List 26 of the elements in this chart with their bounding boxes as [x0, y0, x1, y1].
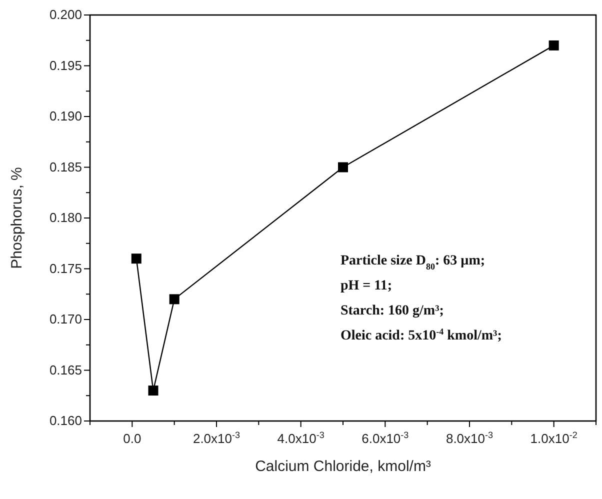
y-tick-label: 0.165 [49, 362, 82, 378]
x-tick-label: 8.0x10$^{-3}$ [446, 430, 494, 446]
point [148, 386, 158, 396]
point [548, 40, 559, 50]
annotation: Starch: 160 g/m³; [340, 304, 444, 319]
y-tick-label: 0.200 [49, 7, 82, 22]
y-axis-title: Phosphorus, % [8, 167, 26, 269]
point [169, 294, 180, 304]
annotation: Particle size D$_{80}$: 63 µm; [340, 254, 486, 272]
x-tick-label: 0.0 [123, 431, 142, 446]
x-tick-label: 6.0x10$^{-3}$ [362, 430, 409, 446]
y-tick-label: 0.190 [49, 108, 82, 124]
y-tick-label: 0.160 [49, 413, 82, 428]
point [131, 254, 142, 264]
x-tick-label: 2.0x10$^{-3}$ [192, 430, 240, 446]
x-tick-label: 4.0x10$^{-3}$ [277, 430, 324, 446]
y-tick-label: 0.175 [49, 260, 82, 276]
y-tick-label: 0.195 [49, 58, 82, 73]
annotation: Oleic acid: 5x10$^{-4}$ kmol/m³; [340, 326, 502, 344]
x-axis-title: Calcium Chloride, kmol/m³ [255, 458, 431, 475]
x-tick-label: 1.0x10$^{-2}$ [530, 430, 578, 446]
annotation: pH = 11; [340, 278, 392, 294]
y-tick-label: 0.180 [49, 210, 82, 225]
y-tick-label: 0.170 [49, 312, 82, 326]
y-tick-label: 0.185 [49, 159, 82, 174]
point [338, 162, 348, 172]
